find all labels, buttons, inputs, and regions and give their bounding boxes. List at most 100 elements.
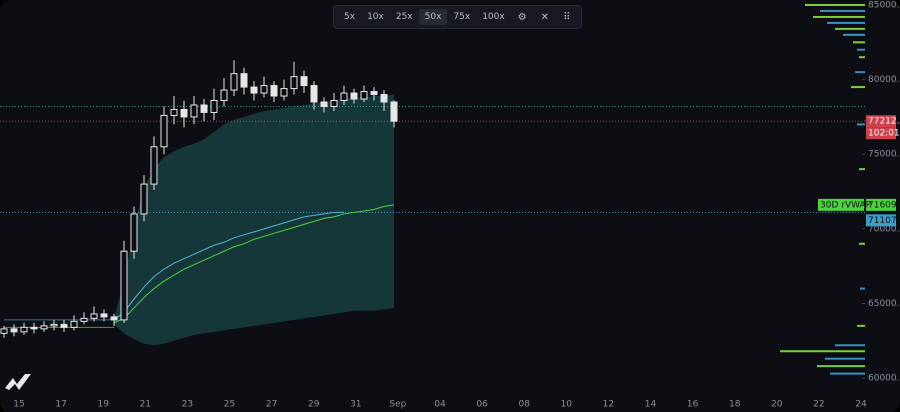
volume-profile-bar <box>843 33 865 36</box>
zoom-button[interactable]: 100x <box>482 12 505 22</box>
y-tick-label: 75000.0 <box>868 150 900 160</box>
x-tick-label: 12 <box>603 400 614 410</box>
vwap-line <box>113 204 395 324</box>
candle-body <box>30 326 38 330</box>
candle-body <box>250 86 258 94</box>
x-tick-label: 24 <box>855 400 867 410</box>
candle-body <box>120 250 128 321</box>
volume-profile-bar <box>835 344 865 347</box>
x-tick-label: 20 <box>771 400 783 410</box>
candle-body <box>50 323 58 327</box>
x-tick-label: 14 <box>645 400 657 410</box>
y-tick-label: 80000.0 <box>868 75 900 85</box>
x-tick-label: 29 <box>308 400 320 410</box>
candle-body <box>150 146 158 185</box>
volume-profile-bar <box>780 350 865 353</box>
candle-body <box>280 88 288 97</box>
volume-profile-bar <box>825 357 865 360</box>
x-tick-label: 10 <box>561 400 573 410</box>
candle-body <box>350 92 358 100</box>
volume-profile-bar <box>859 168 865 171</box>
candle-body <box>220 89 228 102</box>
candle-body <box>200 104 208 113</box>
y-tick-label: 70000.0 <box>868 224 900 234</box>
x-tick-label: 27 <box>266 400 277 410</box>
candle-body <box>390 101 398 122</box>
band-area <box>114 94 394 346</box>
x-tick-label: Sep <box>389 400 406 410</box>
price-tag: 71107.36 <box>868 216 900 226</box>
volume-profile-bar <box>857 48 865 51</box>
volume-profile-bar <box>817 365 865 368</box>
volume-profile-bar <box>859 56 865 59</box>
candle-body <box>230 73 238 91</box>
candle-body <box>60 323 68 328</box>
candle-body <box>370 91 378 96</box>
candle-body <box>80 317 88 322</box>
x-tick-label: 15 <box>13 400 24 410</box>
candle-body <box>360 91 368 100</box>
candle-body <box>380 94 388 103</box>
price-tag-bg <box>866 214 896 227</box>
series-name-bg <box>818 198 864 211</box>
x-tick-label: 16 <box>687 400 699 410</box>
toolbar-icon[interactable]: ✕ <box>540 11 550 23</box>
candle-body <box>340 92 348 102</box>
price-tag: 77212.2 <box>868 117 900 127</box>
series-name: 30D rVWAP <box>820 200 872 210</box>
candle-body <box>300 76 308 87</box>
x-tick-label: 08 <box>518 400 530 410</box>
x-tick-label: 19 <box>97 400 109 410</box>
toolbar-icon[interactable]: ⚙ <box>517 11 527 23</box>
candle-body <box>320 101 328 107</box>
x-tick-label: 31 <box>350 400 361 410</box>
x-tick-label: 21 <box>140 400 151 410</box>
countdown-tag: 102:01 <box>868 129 900 139</box>
candle-body <box>210 100 218 113</box>
zoom-button[interactable]: 5x <box>344 12 356 22</box>
x-tick-label: 18 <box>729 400 741 410</box>
y-tick-label: 85000.0 <box>868 0 900 10</box>
zoom-button[interactable]: 10x <box>367 12 384 22</box>
candle-body <box>160 114 168 148</box>
volume-profile-bar <box>857 123 865 126</box>
candle-body <box>270 85 278 97</box>
volume-profile-bar <box>855 71 865 74</box>
candle-body <box>20 326 28 333</box>
zoom-button[interactable]: 75x <box>453 12 471 22</box>
zoom-button[interactable]: 25x <box>395 12 413 22</box>
candle-body <box>180 108 188 118</box>
zoom-button[interactable]: 50x <box>418 9 448 25</box>
toolbar-icon[interactable]: ⠿ <box>563 11 571 23</box>
volume-profile-bar <box>860 287 865 290</box>
volume-profile-bar <box>857 324 865 327</box>
candle-body <box>0 328 8 334</box>
candle-body <box>190 104 198 118</box>
x-tick-label: 04 <box>434 400 446 410</box>
price-tag-bg <box>866 115 896 128</box>
candle-body <box>90 313 98 319</box>
volume-profile-bar <box>805 3 865 6</box>
candle-body <box>290 76 298 90</box>
x-tick-label: 25 <box>224 400 235 410</box>
volume-profile-bar <box>859 242 865 245</box>
candle-body <box>100 313 108 318</box>
price-tag: 71609.55 <box>868 200 900 210</box>
y-tick-label: 65000.0 <box>868 299 900 309</box>
candle-body <box>10 328 18 333</box>
candle-body <box>40 325 48 330</box>
candle-body <box>110 316 118 321</box>
logo <box>5 374 31 390</box>
volume-profile-bar <box>835 27 865 30</box>
volume-profile-bar <box>830 372 865 375</box>
x-tick-label: 06 <box>476 400 488 410</box>
volume-profile-bar <box>820 9 865 12</box>
x-tick-label: 22 <box>813 400 824 410</box>
candle-body <box>140 183 148 215</box>
candle-body <box>240 73 248 88</box>
vwap-line <box>113 211 345 321</box>
candle-body <box>330 100 338 107</box>
